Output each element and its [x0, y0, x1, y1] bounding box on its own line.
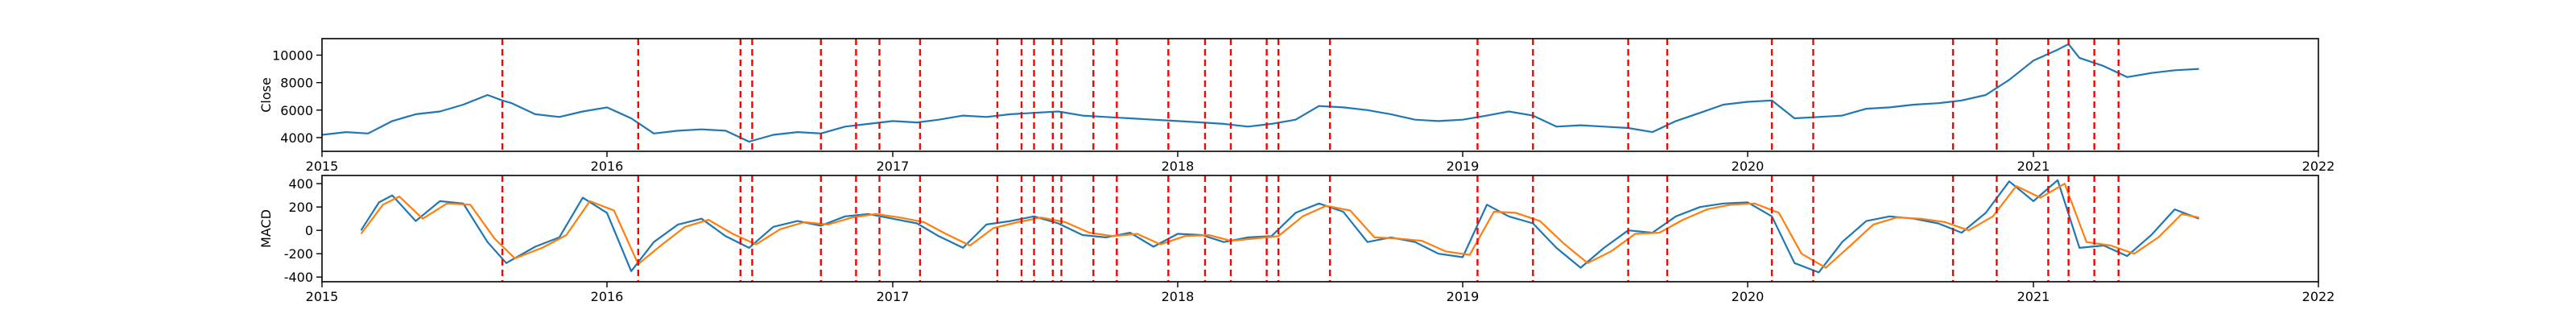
x-tick-label: 2017 — [877, 159, 910, 174]
x-tick-label: 2016 — [591, 289, 624, 304]
y-tick-label: -200 — [284, 246, 313, 262]
y-axis-label: Close — [258, 77, 274, 113]
series-line-primary — [322, 43, 2199, 143]
axes-frame — [321, 38, 2319, 152]
axes-frame — [321, 175, 2319, 283]
y-tick-label: 0 — [305, 223, 313, 238]
x-tick-label: 2020 — [1732, 289, 1765, 304]
series-line-primary — [360, 179, 2199, 274]
y-tick-label: 6000 — [280, 103, 313, 118]
x-tick-label: 2022 — [2302, 289, 2335, 304]
series-line-signal — [360, 183, 2199, 269]
y-tick-label: 8000 — [280, 76, 313, 91]
y-tick-label: -400 — [284, 270, 313, 285]
x-tick-label: 2021 — [2017, 159, 2050, 174]
x-tick-label: 2015 — [306, 289, 339, 304]
x-tick-label: 2020 — [1732, 159, 1765, 174]
y-tick-label: 4000 — [280, 130, 313, 146]
panel-close: 4000 6000 8000 10000 2015 2016 2017 2018 2019 202… — [258, 38, 2335, 174]
y-tick-label: 400 — [288, 176, 313, 192]
x-tick-label: 2021 — [2017, 289, 2050, 304]
x-tick-label: 2015 — [306, 159, 339, 174]
x-tick-label: 2018 — [1162, 289, 1195, 304]
x-tick-label: 2017 — [877, 289, 910, 304]
panel-macd: -400 -200 0 200 400 2015 2016 2017 2018 2019 2020 2… — [258, 175, 2334, 304]
x-tick-label: 2019 — [1447, 289, 1480, 304]
x-tick-label: 2018 — [1162, 159, 1195, 174]
x-tick-label: 2022 — [2302, 159, 2335, 174]
x-tick-label: 2019 — [1447, 159, 1480, 174]
y-axis-label: MACD — [258, 209, 274, 248]
y-tick-label: 200 — [288, 200, 313, 215]
x-tick-label: 2016 — [591, 159, 624, 174]
y-tick-label: 10000 — [272, 47, 313, 63]
